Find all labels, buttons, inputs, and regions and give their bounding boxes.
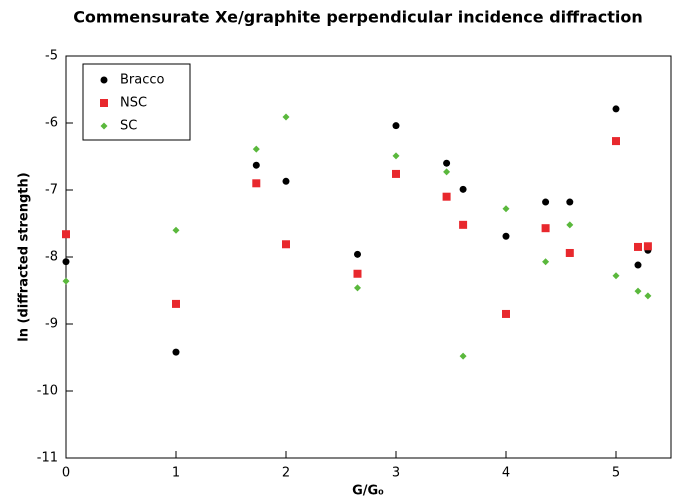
marker-square (442, 192, 451, 201)
y-tick-label: -9 (45, 317, 58, 332)
marker-square (634, 242, 642, 251)
marker-diamond (634, 287, 642, 295)
marker-square (392, 169, 400, 178)
marker-circle (354, 250, 361, 258)
marker-diamond (62, 277, 70, 285)
marker-square (612, 137, 620, 146)
x-tick-label: 0 (62, 466, 70, 481)
marker-diamond (282, 113, 290, 121)
y-tick-label: -8 (45, 250, 58, 265)
marker-square (252, 179, 261, 188)
marker-circle (443, 159, 451, 167)
marker-square (541, 224, 550, 233)
marker-diamond (644, 292, 652, 300)
marker-diamond (392, 152, 400, 160)
marker-circle (62, 258, 70, 266)
marker-circle (612, 105, 620, 113)
marker-circle (100, 76, 108, 84)
marker-circle (172, 348, 180, 356)
marker-diamond (252, 145, 260, 153)
y-tick-label: -7 (45, 183, 58, 198)
marker-diamond (542, 258, 550, 266)
marker-circle (459, 185, 467, 193)
legend-label: Bracco (120, 73, 165, 88)
y-axis-label: ln (diffracted strength) (17, 172, 32, 341)
x-tick-label: 3 (392, 466, 400, 481)
marker-diamond (459, 352, 467, 360)
marker-square (502, 309, 510, 318)
marker-square (643, 242, 652, 251)
y-tick-label: -6 (45, 116, 58, 131)
x-tick-label: 4 (502, 466, 510, 481)
marker-circle (566, 198, 574, 206)
x-tick-label: 1 (172, 466, 180, 481)
marker-circle (502, 232, 510, 240)
marker-square (172, 299, 180, 308)
x-axis-label: G/G₀ (352, 484, 384, 499)
marker-diamond (354, 284, 361, 292)
marker-diamond (443, 168, 451, 176)
y-tick-label: -5 (45, 49, 58, 64)
x-tick-label: 5 (612, 466, 620, 481)
marker-square (282, 240, 290, 249)
marker-circle (634, 261, 642, 269)
marker-square (459, 220, 468, 229)
x-tick-label: 2 (282, 466, 290, 481)
marker-square (100, 99, 108, 107)
chart-title: Commensurate Xe/graphite perpendicular i… (73, 8, 643, 27)
y-tick-label: -10 (37, 384, 58, 399)
marker-circle (282, 177, 290, 185)
marker-square (62, 230, 70, 239)
legend-label: NSC (120, 96, 147, 111)
marker-circle (252, 161, 260, 169)
marker-diamond (100, 122, 108, 130)
marker-diamond (612, 272, 620, 280)
marker-square (565, 248, 574, 257)
y-tick-label: -11 (37, 451, 58, 466)
marker-circle (542, 198, 550, 206)
legend-label: SC (120, 119, 137, 134)
marker-diamond (502, 205, 510, 213)
marker-square (353, 269, 362, 278)
marker-circle (392, 122, 400, 130)
marker-diamond (566, 221, 574, 229)
marker-diamond (172, 226, 180, 234)
